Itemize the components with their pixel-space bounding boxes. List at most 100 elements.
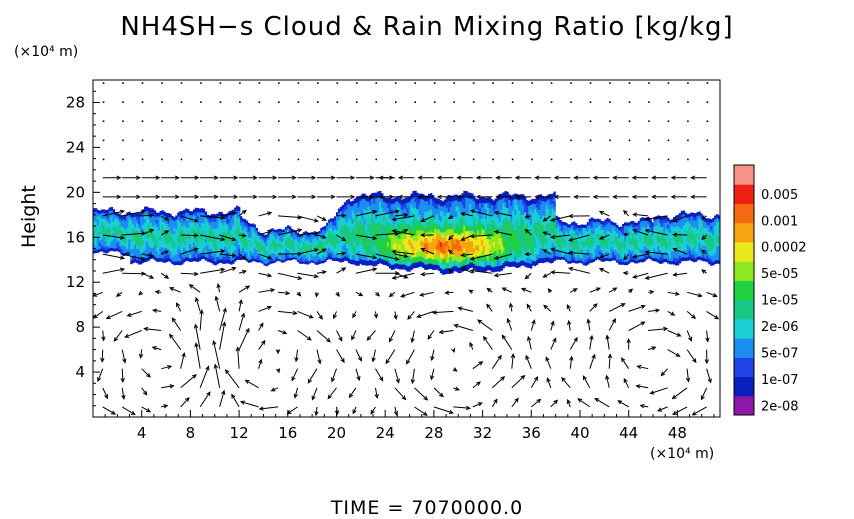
cloud-cell — [569, 229, 572, 234]
wind-vector — [214, 364, 221, 388]
cloud-cell — [665, 235, 668, 240]
wind-vector — [180, 215, 198, 222]
wind-arrowhead — [401, 395, 407, 401]
cloud-cell — [384, 260, 388, 266]
cloud-cell — [339, 214, 343, 220]
cloud-cell — [655, 241, 658, 246]
cloud-cell — [298, 261, 302, 264]
cloud-cell — [249, 226, 253, 230]
cloud-cell — [151, 244, 155, 248]
wind-arrowhead — [142, 390, 148, 396]
cloud-cell — [232, 244, 235, 249]
cloud-cell — [175, 243, 178, 248]
cloud-cell — [531, 250, 535, 257]
cloud-cell — [620, 232, 623, 236]
cloud-cell — [384, 241, 388, 247]
cloud-cell — [259, 247, 262, 251]
cloud-cell — [161, 225, 164, 230]
cloud-cell — [590, 220, 594, 225]
cloud-cell — [455, 194, 458, 201]
cloud-cell — [475, 198, 478, 205]
cloud-cell — [118, 243, 121, 247]
cloud-cell — [237, 244, 241, 249]
cloud-cell — [671, 222, 674, 227]
cloud-cell — [375, 223, 378, 230]
cloud-cell — [486, 228, 490, 234]
cloud-cell — [488, 264, 492, 271]
cloud-cell — [381, 243, 384, 250]
cloud-cell — [669, 238, 672, 243]
cloud-cell — [157, 247, 161, 252]
cloud-cell — [422, 220, 425, 227]
cloud-cell — [573, 259, 576, 263]
cloud-cell — [159, 232, 162, 237]
cloud-cell — [388, 213, 392, 219]
cloud-cell — [134, 233, 137, 238]
wind-arrowhead — [220, 249, 226, 254]
cloud-cell — [222, 238, 225, 243]
cloud-cell — [93, 243, 96, 248]
cloud-cell — [222, 259, 225, 264]
cloud-cell — [190, 225, 194, 230]
cloud-cell — [428, 220, 431, 227]
cloud-cell — [602, 249, 605, 254]
cloud-cell — [224, 239, 227, 244]
cloud-cell — [192, 242, 196, 247]
cloud-cell — [508, 209, 511, 216]
cloud-cell — [273, 243, 276, 247]
cloud-cell — [339, 206, 343, 212]
cloud-cell — [629, 229, 633, 234]
cloud-cell — [259, 243, 262, 246]
cloud-cell — [533, 256, 537, 262]
cloud-cell — [371, 234, 374, 240]
cloud-cell — [430, 225, 433, 232]
cloud-cell — [322, 226, 325, 230]
cloud-cell — [502, 262, 505, 269]
wind-arrowhead — [130, 410, 136, 416]
cloud-cell — [571, 230, 574, 235]
cloud-cell — [200, 219, 204, 224]
cloud-cell — [124, 223, 127, 227]
cloud-cell — [194, 249, 198, 254]
cloud-cell — [690, 233, 693, 237]
cloud-cell — [576, 233, 580, 237]
cloud-cell — [116, 248, 119, 252]
cloud-cell — [608, 248, 611, 253]
cloud-cell — [140, 260, 143, 265]
wind-vector — [307, 368, 318, 384]
cloud-cell — [492, 210, 496, 217]
cloud-cell — [484, 234, 488, 241]
cloud-cell — [241, 250, 245, 254]
cloud-cell — [273, 241, 276, 245]
cloud-cell — [451, 239, 454, 246]
cloud-cell — [465, 253, 468, 260]
cloud-cell — [469, 192, 472, 199]
cloud-cell — [412, 262, 415, 269]
cloud-cell — [189, 243, 192, 248]
cloud-cell — [394, 201, 398, 208]
cloud-cell — [104, 231, 108, 236]
cloud-cell — [94, 243, 98, 247]
wind-arrowhead — [267, 255, 273, 260]
cloud-cell — [433, 248, 437, 255]
cloud-cell — [304, 254, 307, 258]
wind-vector — [385, 349, 396, 364]
cloud-cell — [641, 233, 644, 237]
cloud-cell — [433, 264, 437, 270]
cloud-cell — [496, 260, 499, 267]
cloud-cell — [189, 232, 192, 237]
cloud-cell — [349, 245, 353, 251]
cloud-cell — [298, 238, 302, 242]
cloud-cell — [169, 251, 172, 256]
cloud-cell — [141, 228, 145, 233]
cloud-cell — [712, 254, 715, 259]
cloud-cell — [198, 230, 202, 235]
cloud-cell — [177, 231, 180, 236]
cloud-cell — [416, 256, 419, 263]
cloud-cell — [641, 220, 644, 225]
cloud-cell — [312, 236, 315, 240]
cloud-cell — [586, 255, 590, 259]
cloud-cell — [678, 245, 682, 250]
cloud-cell — [694, 251, 697, 256]
cloud-cell — [575, 228, 578, 233]
